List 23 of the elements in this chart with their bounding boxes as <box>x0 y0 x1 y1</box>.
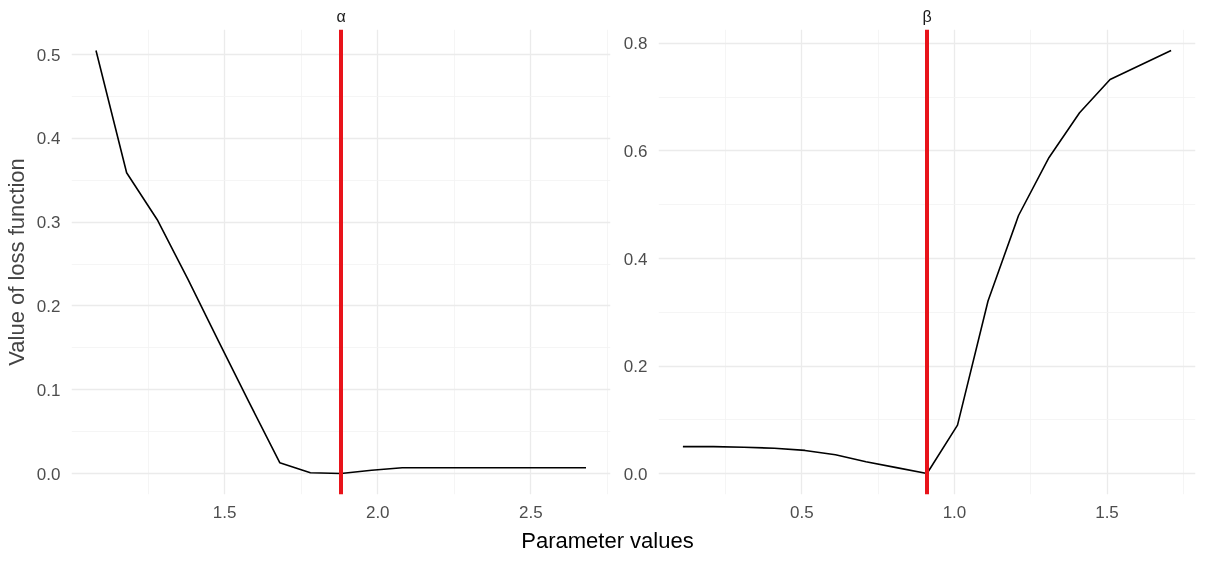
x-tick-label: 1.5 <box>212 502 237 522</box>
y-tick-label: 0.1 <box>36 380 61 400</box>
y-tick-label: 0.4 <box>36 129 61 149</box>
x-tick-label: 1.0 <box>942 502 967 522</box>
x-tick-label: 0.5 <box>790 502 814 522</box>
y-tick-label: 0.0 <box>36 464 61 484</box>
y-tick-label: 0.2 <box>623 357 648 377</box>
line-series <box>95 49 587 475</box>
y-tick-label: 0.6 <box>623 141 648 161</box>
x-tick-label: 1.5 <box>1095 502 1119 522</box>
y-axis-title: Value of loss function <box>3 158 29 366</box>
x-tick-label: 2.0 <box>365 502 390 522</box>
y-tick-label: 0.5 <box>36 45 61 65</box>
y-tick-label: 0.8 <box>623 34 648 54</box>
y-tick-label: 0.2 <box>36 296 61 316</box>
chart-title: α <box>336 7 346 25</box>
x-tick-label: 2.5 <box>519 502 543 522</box>
chart-title: β <box>922 7 932 25</box>
line-series <box>682 49 1172 475</box>
x-axis-title: Parameter values <box>521 527 694 555</box>
y-tick-label: 0.0 <box>623 464 648 484</box>
y-tick-label: 0.4 <box>623 249 648 269</box>
y-tick-label: 0.3 <box>36 213 61 233</box>
